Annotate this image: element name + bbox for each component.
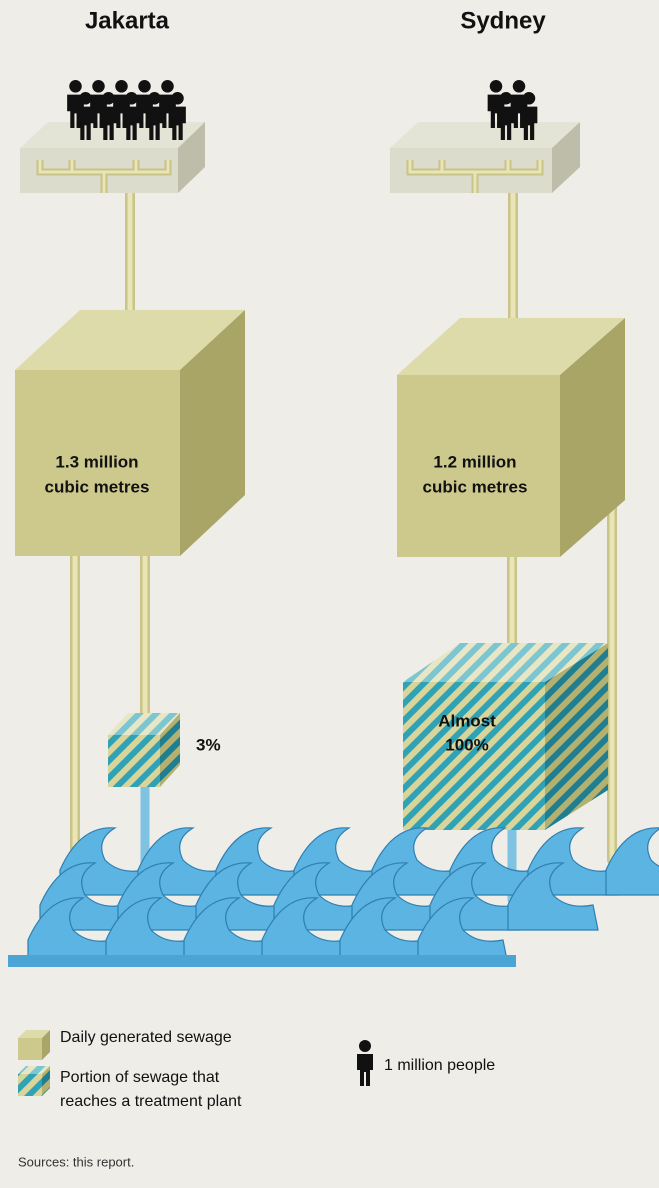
treated-label: Almost [438,711,496,730]
platform [390,122,580,193]
sea [8,828,659,967]
treated-label: 100% [445,735,488,754]
treated-box [108,713,180,787]
source: Sources: this report. [18,1154,134,1169]
volume-label: cubic metres [45,477,150,496]
volume-label: 1.2 million [433,452,516,471]
legend-label: Daily generated sewage [60,1029,232,1046]
legend-label: reaches a treatment plant [60,1093,242,1110]
legend-label: 1 million people [384,1057,495,1074]
legend-label: Portion of sewage that [60,1069,220,1086]
volume-label: cubic metres [423,477,528,496]
legend-person [357,1040,373,1086]
sea-base [8,955,516,967]
legend-swatch [18,1066,50,1096]
city-title: Sydney [460,7,546,34]
city-title: Jakarta [85,7,170,34]
infographic: Jakarta Sydney 1.3 million cubic metres [0,0,659,1188]
treated-box [403,643,608,830]
sewage-box [397,318,625,557]
treated-label: 3% [196,735,221,754]
legend-swatch [18,1030,50,1060]
volume-label: 1.3 million [55,452,138,471]
sewage-box [15,310,245,556]
